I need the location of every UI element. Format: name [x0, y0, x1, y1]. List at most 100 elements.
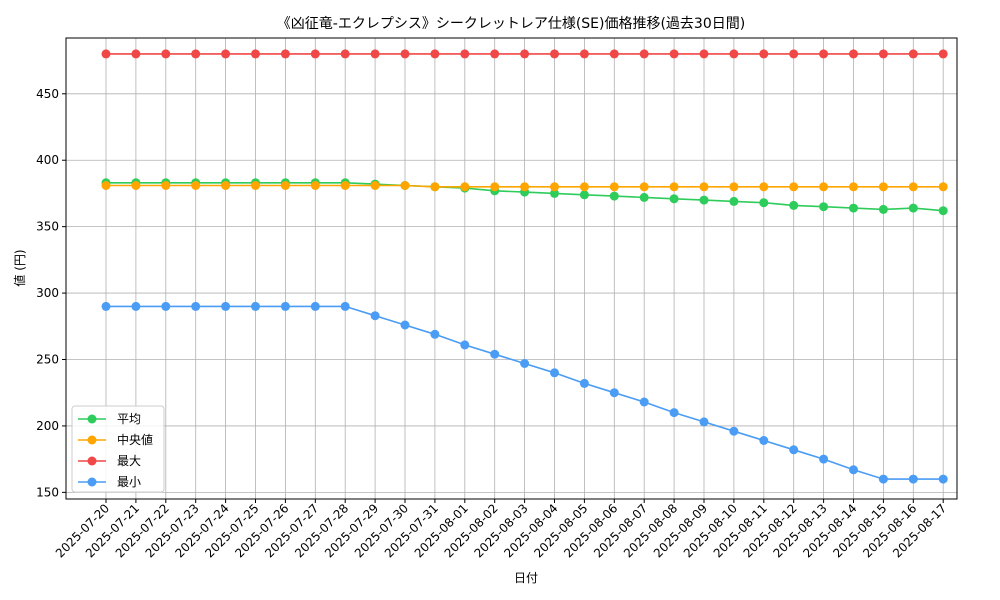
data-point: [340, 49, 350, 59]
data-point: [490, 349, 500, 359]
legend-item: 最大: [78, 454, 141, 468]
legend-box: [71, 405, 165, 493]
data-point: [908, 49, 918, 59]
data-point: [729, 49, 739, 59]
data-point: [639, 182, 649, 192]
data-point: [251, 181, 260, 190]
data-point: [280, 49, 290, 59]
data-point: [520, 49, 530, 59]
data-point: [878, 474, 888, 484]
data-point: [669, 194, 679, 204]
legend-label: 最大: [117, 454, 141, 468]
grid: [66, 38, 957, 499]
series-group: [101, 49, 948, 484]
data-point: [609, 191, 619, 201]
data-point: [520, 182, 530, 192]
data-point: [550, 182, 559, 192]
data-point: [340, 181, 350, 190]
data-point: [430, 182, 440, 192]
data-point: [101, 181, 111, 190]
data-point: [878, 182, 888, 192]
data-point: [280, 181, 290, 190]
legend-label: 平均: [117, 412, 141, 426]
data-point: [370, 311, 380, 321]
data-point: [699, 417, 709, 427]
data-point: [131, 49, 141, 59]
data-point: [460, 182, 470, 192]
data-point: [101, 301, 111, 311]
data-point: [849, 49, 858, 59]
data-point: [191, 49, 201, 59]
data-point: [310, 301, 320, 311]
data-point: [789, 182, 799, 192]
data-point: [191, 301, 201, 311]
data-point: [699, 49, 709, 59]
data-point: [490, 49, 500, 59]
data-point: [819, 49, 829, 59]
data-point: [639, 192, 649, 202]
legend-item: 平均: [78, 412, 141, 426]
data-point: [400, 181, 410, 190]
data-point: [938, 206, 948, 216]
data-point: [579, 182, 589, 192]
data-point: [251, 49, 260, 59]
data-point: [819, 202, 829, 212]
data-point: [490, 182, 500, 192]
data-point: [759, 198, 769, 208]
x-axis-label: 日付: [514, 571, 538, 585]
data-point: [908, 203, 918, 213]
data-point: [280, 301, 290, 311]
data-point: [609, 388, 619, 398]
data-point: [520, 359, 530, 368]
data-point: [938, 49, 948, 59]
data-point: [609, 49, 619, 59]
legend-label: 中央値: [117, 432, 153, 447]
data-point: [759, 182, 769, 192]
data-point: [759, 49, 769, 59]
data-point: [221, 301, 231, 311]
data-point: [430, 329, 440, 339]
data-point: [789, 49, 799, 59]
data-point: [938, 474, 948, 484]
data-point: [161, 301, 171, 311]
data-point: [161, 49, 171, 59]
data-point: [550, 188, 559, 198]
data-point: [699, 195, 709, 205]
data-point: [221, 181, 231, 190]
data-point: [579, 49, 589, 59]
data-point: [849, 203, 858, 213]
y-tick-label: 200: [36, 419, 59, 433]
y-tick-label: 250: [36, 353, 59, 367]
legend-swatch-marker: [87, 477, 97, 487]
data-point: [819, 454, 829, 464]
data-point: [789, 445, 799, 455]
series-2: [101, 49, 948, 59]
y-axis-ticks: 150 200 250 300 350 400 450: [36, 87, 66, 499]
data-point: [759, 436, 769, 445]
data-point: [849, 182, 858, 192]
data-point: [550, 49, 559, 59]
legend-swatch-marker: [87, 456, 97, 466]
series-1: [101, 181, 948, 192]
data-point: [310, 181, 320, 190]
data-point: [310, 49, 320, 59]
data-point: [221, 49, 231, 59]
data-point: [550, 368, 559, 378]
data-point: [849, 465, 858, 475]
data-point: [819, 182, 829, 192]
y-tick-label: 350: [36, 220, 59, 234]
data-point: [101, 49, 111, 59]
x-axis-ticks: 2025-07-202025-07-212025-07-222025-07-23…: [53, 499, 949, 560]
y-axis-label: 値 (円): [12, 249, 27, 286]
plot-frame: [65, 37, 958, 500]
data-point: [460, 340, 470, 350]
data-point: [370, 49, 380, 59]
data-point: [579, 378, 589, 388]
data-point: [729, 426, 739, 436]
y-tick-label: 150: [36, 485, 59, 499]
data-point: [878, 204, 888, 214]
legend-item: 中央値: [78, 432, 153, 447]
data-point: [669, 182, 679, 192]
data-point: [729, 182, 739, 192]
